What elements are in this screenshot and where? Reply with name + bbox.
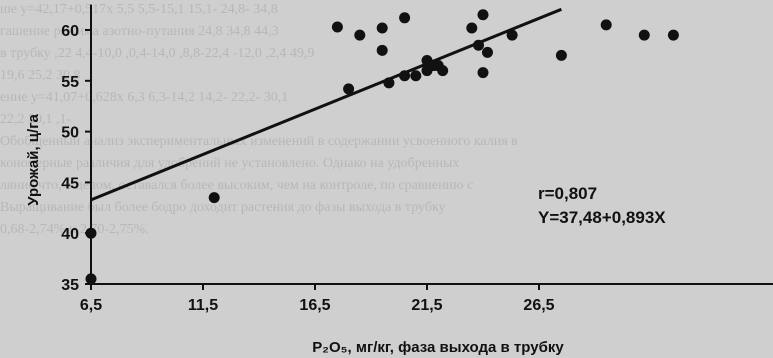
y-axis-title: Урожай, ц/га [25, 114, 42, 206]
data-point [86, 273, 97, 284]
y-tick-label: 50 [61, 125, 79, 142]
data-point [354, 30, 365, 41]
data-point [399, 70, 410, 81]
y-tick-label: 55 [61, 74, 79, 91]
data-point [399, 12, 410, 23]
data-point [377, 45, 388, 56]
x-tick-label: 6,5 [80, 297, 102, 314]
data-point [410, 70, 421, 81]
data-point [507, 30, 518, 41]
axes [85, 5, 773, 290]
data-point [473, 40, 484, 51]
data-point [332, 21, 343, 32]
y-tick-label: 45 [61, 175, 79, 192]
x-axis-title: P₂O₅, мг/кг, фаза выхода в трубку [312, 339, 564, 356]
data-point [668, 30, 679, 41]
x-tick-label: 11,5 [188, 297, 218, 314]
y-tick-label: 35 [61, 277, 79, 294]
data-point [437, 65, 448, 76]
correlation-annotation: r=0,807 [538, 184, 597, 203]
x-tick-label: 16,5 [299, 297, 330, 314]
equation-annotation: Y=37,48+0,893X [538, 208, 666, 227]
y-tick-label: 40 [61, 226, 79, 243]
tick-labels: 35 40 45 50 55 60 6,5 11,5 16,5 21,5 26,5 [61, 23, 554, 314]
data-point [601, 19, 612, 30]
y-tick-label: 60 [61, 23, 79, 40]
data-point [383, 77, 394, 88]
data-point [466, 22, 477, 33]
trendline-group [91, 9, 561, 200]
x-tick-label: 26,5 [523, 297, 554, 314]
data-point [377, 22, 388, 33]
trendline [91, 9, 561, 200]
data-point [478, 9, 489, 20]
data-point [556, 50, 567, 61]
data-point [639, 30, 650, 41]
x-tick-label: 21,5 [411, 297, 442, 314]
data-point [209, 192, 220, 203]
data-point [478, 67, 489, 78]
data-point [482, 47, 493, 58]
data-point [343, 83, 354, 94]
data-point [86, 228, 97, 239]
points-group [86, 9, 679, 284]
